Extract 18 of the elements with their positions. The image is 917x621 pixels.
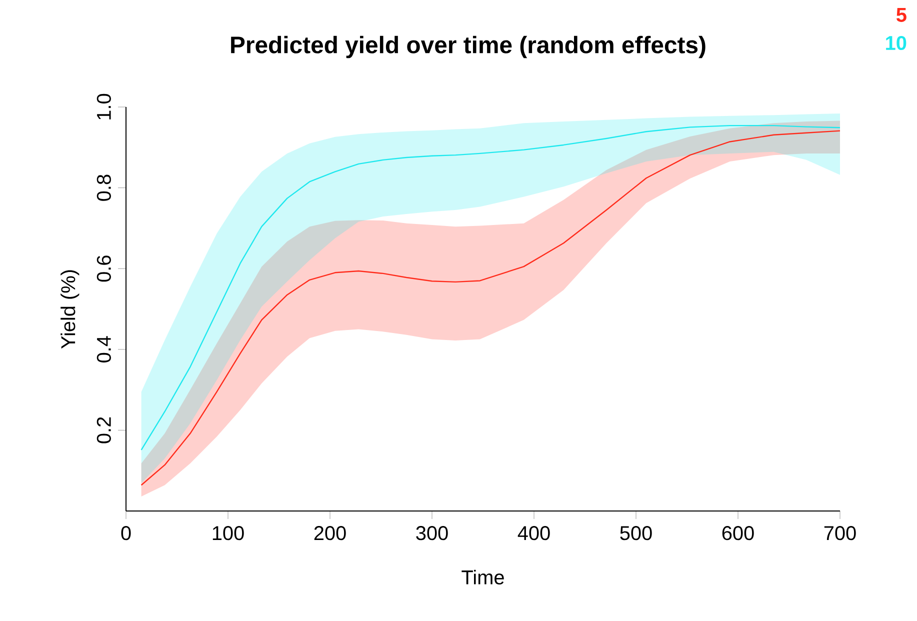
x-tick-label: 600 [722,526,754,540]
y-tick-label: 1.0 [96,94,111,120]
x-tick-label: 0 [121,526,131,540]
y-axis-title: Yield (%) [60,270,80,349]
x-axis-title: Time [462,570,504,584]
y-tick-label: 0.8 [96,174,111,201]
x-tick-label: 100 [212,526,244,540]
chart-title: Predicted yield over time (random effects) [231,36,706,58]
x-tick-label: 500 [620,526,652,540]
x-tick-label: 300 [416,526,448,540]
y-tick-label: 0.2 [96,417,111,444]
text: 10 [886,36,906,50]
x-tick-label: 700 [824,526,856,540]
y-tick-label: 0.4 [96,336,111,362]
text: 5 [896,8,906,22]
y-tick-label: 0.6 [96,256,111,282]
x-tick-label: 200 [314,526,346,540]
x-tick-label: 400 [518,526,550,540]
